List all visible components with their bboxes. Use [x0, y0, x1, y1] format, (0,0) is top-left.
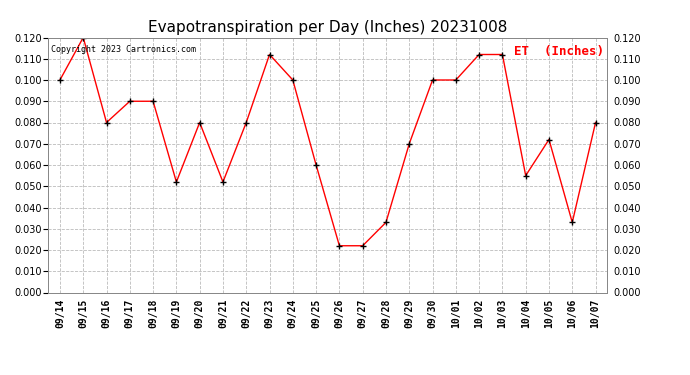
- Text: ET  (Inches): ET (Inches): [515, 45, 604, 58]
- Title: Evapotranspiration per Day (Inches) 20231008: Evapotranspiration per Day (Inches) 2023…: [148, 20, 507, 35]
- Text: Copyright 2023 Cartronics.com: Copyright 2023 Cartronics.com: [51, 45, 196, 54]
